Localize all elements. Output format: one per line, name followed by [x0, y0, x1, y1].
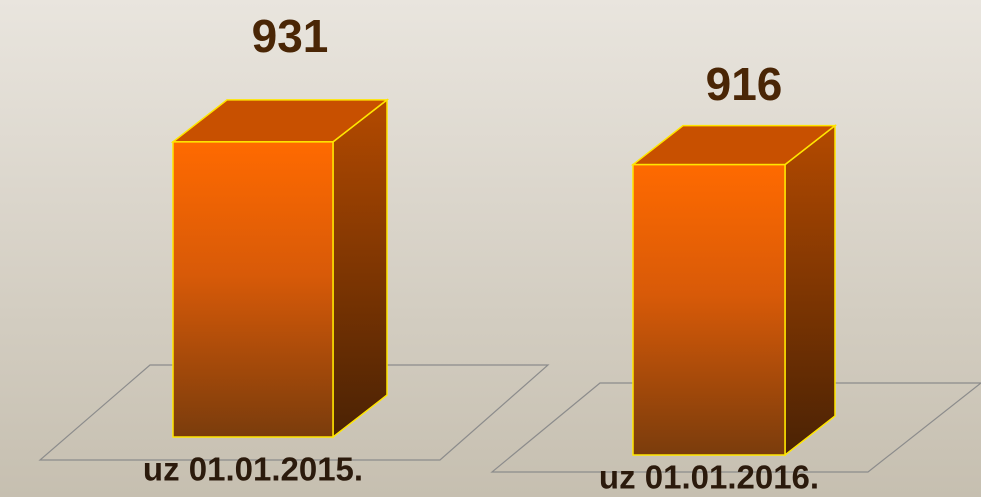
floor: [490, 382, 981, 473]
bars: [170, 98, 838, 457]
category-label: uz 01.01.2015.: [143, 451, 363, 488]
bar-front: [632, 163, 786, 456]
bar: [170, 98, 390, 439]
bar-side: [784, 124, 836, 457]
bar-side: [332, 98, 388, 439]
bar-front: [172, 141, 334, 438]
bar: [630, 124, 838, 457]
category-label: uz 01.01.2016.: [599, 459, 819, 496]
value-label: 931: [252, 10, 329, 62]
floor: [38, 364, 550, 461]
value-label: 916: [706, 58, 783, 110]
